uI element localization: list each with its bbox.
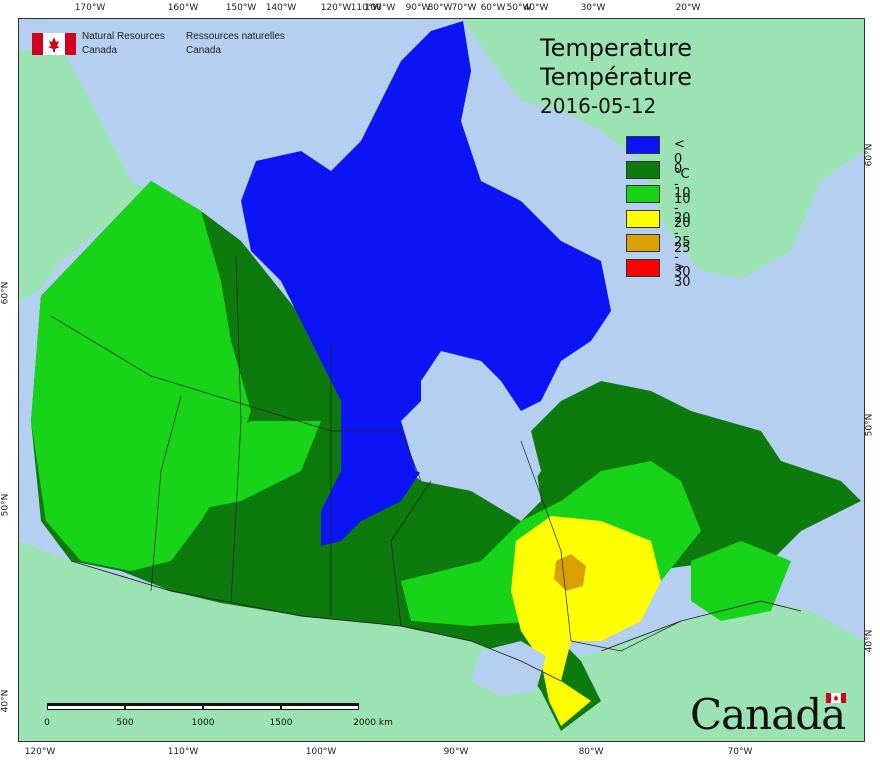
- longitude-label: 30°W: [580, 3, 606, 13]
- provincial-borders: [50, 255, 682, 652]
- central-hot-zone: [511, 516, 661, 726]
- longitude-label: 100°W: [364, 3, 396, 13]
- latitude-label: 40°N: [0, 689, 11, 713]
- agency-name-en: Natural Resources Canada: [82, 30, 165, 58]
- longitude-label: 50°W: [506, 3, 532, 13]
- legend-label: < 0 °C: [674, 137, 690, 182]
- canada-flag-icon: [32, 33, 76, 55]
- latitude-label: 60°N: [864, 143, 875, 167]
- maritimes-warm-zone: [691, 541, 791, 621]
- scale-label: 1500: [269, 718, 293, 728]
- canada-mainland: [31, 181, 861, 731]
- legend-swatch: [626, 160, 660, 179]
- longitude-label: 80°W: [578, 747, 604, 757]
- greenland-land: [463, 19, 864, 279]
- legend-label: 25 - 30: [674, 235, 691, 280]
- legend-label: > 30: [674, 259, 691, 290]
- latitude-label: 50°N: [0, 493, 11, 517]
- longitude-label: 60°W: [480, 3, 506, 13]
- longitude-label: 140°W: [265, 3, 297, 13]
- legend-label: 0 - 10: [674, 161, 691, 207]
- alaska-land: [19, 46, 151, 301]
- prairie-warm-zone: [161, 421, 321, 511]
- great-lakes: [471, 641, 546, 696]
- hudson-bay: [401, 376, 541, 501]
- longitude-label: 70°W: [727, 747, 753, 757]
- latitude-label: 50°N: [864, 413, 875, 437]
- iceland-land: [801, 29, 841, 81]
- longitude-label: 20°W: [675, 3, 701, 13]
- legend-swatch: [626, 209, 660, 228]
- latitude-label: 60°N: [0, 281, 11, 305]
- agency-fr-line2: Canada: [186, 45, 222, 56]
- agency-en-line2: Canada: [82, 45, 118, 56]
- wordmark-flag-icon: [826, 693, 846, 703]
- legend-label: 20 - 25: [674, 210, 691, 256]
- scale-label: 0: [44, 718, 50, 728]
- longitude-label: 120°W: [24, 747, 56, 757]
- temperature-map: [18, 18, 865, 742]
- scale-label: 1000: [191, 718, 215, 728]
- map-date: 2016-05-12: [540, 94, 657, 118]
- national-border: [70, 560, 802, 682]
- scale-label: 2000 km: [353, 718, 393, 728]
- map-title: Temperature Température 2016-05-12: [540, 34, 692, 120]
- scale-label: 500: [116, 718, 134, 728]
- map-canvas: [19, 19, 864, 741]
- agency-en-line1: Natural Resources: [82, 31, 165, 42]
- longitude-label: 70°W: [451, 3, 477, 13]
- longitude-label: 110°W: [350, 3, 382, 13]
- longitude-label: 170°W: [74, 3, 106, 13]
- longitude-label: 90°W: [405, 3, 431, 13]
- longitude-label: 110°W: [167, 747, 199, 757]
- title-french: Température: [540, 63, 693, 91]
- latitude-label: 40°N: [864, 629, 875, 653]
- hot-spot: [554, 554, 586, 591]
- arctic-cold-zone: [241, 21, 611, 546]
- scale-segment: [47, 703, 359, 706]
- legend-label: 10 - 20: [674, 186, 691, 231]
- agency-name-fr: Ressources naturelles Canada: [186, 30, 285, 58]
- legend-swatch: [626, 185, 660, 203]
- longitude-label: 40°W: [523, 3, 549, 13]
- legend-swatch: [626, 136, 660, 154]
- longitude-label: 80°W: [427, 3, 453, 13]
- legend-swatch: [626, 258, 660, 277]
- usa-land: [19, 541, 864, 741]
- title-english: Temperature: [540, 34, 693, 62]
- longitude-label: 90°W: [443, 747, 469, 757]
- longitude-label: 120°W: [320, 3, 352, 13]
- longitude-label: 160°W: [167, 3, 199, 13]
- longitude-label: 100°W: [305, 747, 337, 757]
- canada-wordmark: Canada: [690, 690, 846, 739]
- agency-fr-line1: Ressources naturelles: [186, 31, 285, 42]
- longitude-label: 150°W: [225, 3, 257, 13]
- legend-swatch: [626, 234, 660, 252]
